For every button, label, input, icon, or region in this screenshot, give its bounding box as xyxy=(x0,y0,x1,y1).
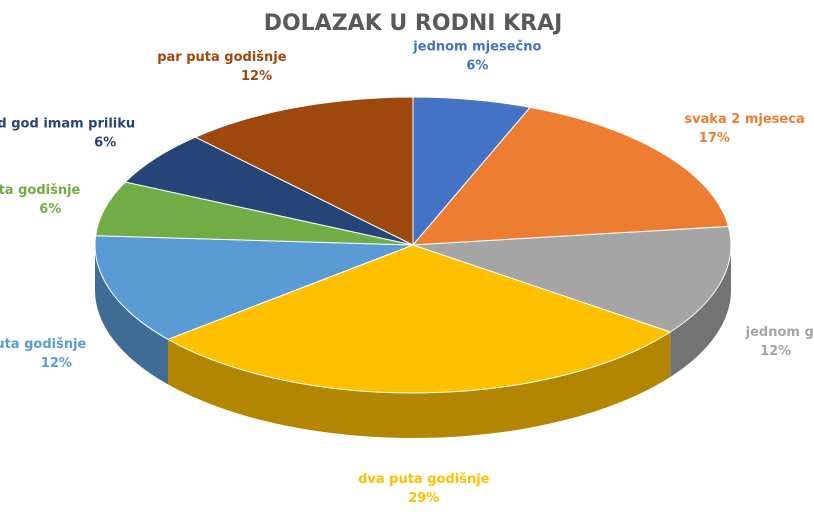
data-label: dva puta godišnje 29% xyxy=(358,472,490,506)
data-label: jednom mjesečno 6% xyxy=(412,40,541,74)
slice xyxy=(95,181,414,246)
slice-side xyxy=(167,331,671,438)
data-label: svaka 2 mjeseca 17% xyxy=(684,112,804,146)
data-label-name: par puta godišnje xyxy=(157,50,287,65)
data-label-name: kad god imam priliku xyxy=(0,117,135,132)
data-label-name: dva puta godišnje xyxy=(358,472,490,487)
slice-side xyxy=(95,245,168,385)
data-label-value: 6% xyxy=(94,136,116,151)
data-label-name: 3-4 puta godišnje xyxy=(0,337,87,352)
data-label: kad god imam priliku 6% xyxy=(0,117,135,151)
data-label-name: 5-6 puta godišnje xyxy=(0,183,81,198)
data-label: jednom godišnje 12% xyxy=(745,325,814,359)
data-label: 3-4 puta godišnje 12% xyxy=(0,337,87,371)
slice xyxy=(166,244,672,394)
data-label-name: jednom mjesečno xyxy=(412,40,541,55)
data-label: 5-6 puta godišnje 6% xyxy=(0,183,81,217)
data-label-value: 6% xyxy=(466,59,488,74)
slice-side-shade xyxy=(670,245,731,377)
data-label-value: 12% xyxy=(241,69,272,84)
slice-side xyxy=(670,245,731,377)
data-label-value: 6% xyxy=(39,202,61,217)
data-label-value: 12% xyxy=(760,344,791,359)
data-label-name: jednom godišnje xyxy=(745,325,814,340)
data-label-value: 29% xyxy=(408,491,439,506)
slice xyxy=(124,136,414,246)
slice xyxy=(412,225,732,333)
data-label: par puta godišnje 12% xyxy=(157,50,287,84)
data-label-name: svaka 2 mjeseca xyxy=(684,112,804,127)
data-label-value: 12% xyxy=(41,356,72,371)
slice xyxy=(411,106,730,246)
data-label-value: 17% xyxy=(699,131,730,146)
slice xyxy=(412,96,532,247)
slice xyxy=(94,235,414,340)
chart-title: DOLAZAK U RODNI KRAJ xyxy=(264,11,563,36)
slice-side-shade xyxy=(167,331,671,438)
slice xyxy=(194,96,414,246)
slice-side-shade xyxy=(95,245,168,385)
